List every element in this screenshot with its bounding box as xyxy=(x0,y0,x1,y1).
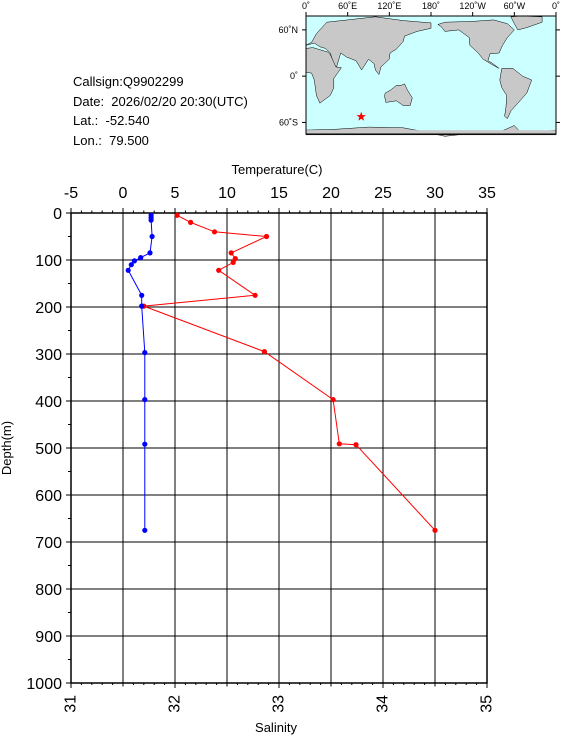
salinity-tick-label: 32 xyxy=(167,695,184,713)
salinity-data-point xyxy=(139,292,145,298)
depth-tick-label: 600 xyxy=(35,488,62,505)
salinity-data-point xyxy=(142,527,148,533)
salinity-data-point xyxy=(128,262,134,268)
salinity-data-point xyxy=(148,217,154,223)
temperature-data-point xyxy=(174,212,180,218)
australia-land xyxy=(384,83,413,106)
africa-land xyxy=(305,47,342,104)
temperature-tick-label: 0 xyxy=(119,185,128,202)
north-america-land xyxy=(437,19,515,69)
depth-tick-label: 100 xyxy=(35,253,62,270)
temperature-data-point xyxy=(232,256,238,262)
salinity-axis-title: Salinity xyxy=(255,720,297,735)
temperature-tick-label: 35 xyxy=(478,185,496,202)
lon-label: Lon.: 79.500 xyxy=(73,132,149,148)
salinity-data-point xyxy=(125,267,131,273)
salinity-tick-label: 35 xyxy=(479,695,496,713)
map-lon-label: 60˚W xyxy=(504,1,526,11)
temperature-data-point xyxy=(330,397,336,403)
float-info-panel: Callsign:Q9902299 Date: 2026/02/20 20:30… xyxy=(73,72,248,150)
salinity-tick-label: 33 xyxy=(271,695,288,713)
callsign-label: Callsign:Q9902299 xyxy=(73,74,184,89)
map-lon-label: 60˚E xyxy=(338,1,357,11)
temperature-tick-label: -5 xyxy=(64,185,78,202)
temperature-data-point xyxy=(252,292,258,298)
salinity-data-point xyxy=(149,233,155,240)
depth-tick-label: 1000 xyxy=(26,676,62,693)
antarctica-strip xyxy=(306,130,556,134)
salinity-data-point xyxy=(139,303,145,309)
map-lat-label: 60˚N xyxy=(278,25,298,35)
date-label: Date: 2026/02/20 20:30(UTC) xyxy=(73,93,248,109)
temperature-data-point xyxy=(261,349,267,355)
temperature-data-point xyxy=(353,442,359,448)
lat-label: Lat.: -52.540 xyxy=(73,113,150,128)
map-lon-label: 120˚W xyxy=(459,1,486,11)
salinity-data-point xyxy=(142,350,148,356)
salinity-tick-label: 31 xyxy=(63,695,80,713)
map-lon-label: 180˚ xyxy=(422,1,440,11)
south-america-land xyxy=(499,68,533,119)
salinity-data-point xyxy=(138,255,144,261)
temperature-axis-title: Temperature(C) xyxy=(231,162,322,177)
temperature-tick-label: 5 xyxy=(171,185,180,202)
map-lat-label: 60˚S xyxy=(279,117,298,127)
temperature-data-point xyxy=(216,267,222,273)
plot-frame xyxy=(70,212,488,684)
temperature-data-point xyxy=(230,259,236,265)
temperature-tick-label: 15 xyxy=(270,185,288,202)
depth-tick-label: 700 xyxy=(35,535,62,552)
temperature-data-point xyxy=(211,229,218,235)
depth-tick-label: 900 xyxy=(35,629,62,646)
map-lon-label: 0˚ xyxy=(302,1,310,11)
map-lon-label: 120˚E xyxy=(377,1,401,11)
salinity-data-point xyxy=(142,397,148,403)
depth-tick-label: 400 xyxy=(35,394,62,411)
depth-tick-label: 500 xyxy=(35,441,62,458)
depth-tick-label: 800 xyxy=(35,582,62,599)
temperature-data-point xyxy=(228,250,234,256)
temperature-data-point xyxy=(263,233,270,240)
temperature-tick-label: 10 xyxy=(218,185,236,202)
float-location-marker xyxy=(356,111,366,121)
depth-tick-label: 200 xyxy=(35,300,62,317)
temperature-data-point xyxy=(188,219,194,225)
depth-axis-title: Depth(m) xyxy=(0,421,14,475)
salinity-data-point xyxy=(131,258,137,264)
salinity-tick-label: 34 xyxy=(375,695,392,713)
map-lat-label: 0˚ xyxy=(290,71,298,81)
depth-tick-label: 300 xyxy=(35,347,62,364)
depth-tick-label: 0 xyxy=(53,206,62,223)
salinity-data-point xyxy=(147,250,153,256)
temperature-tick-label: 30 xyxy=(426,185,444,202)
temperature-data-point xyxy=(432,527,438,533)
map-lon-label: 0˚ xyxy=(552,1,560,11)
temperature-tick-label: 25 xyxy=(374,185,392,202)
temperature-data-point xyxy=(336,441,342,447)
salinity-data-point xyxy=(142,441,148,447)
temperature-tick-label: 20 xyxy=(322,185,340,202)
